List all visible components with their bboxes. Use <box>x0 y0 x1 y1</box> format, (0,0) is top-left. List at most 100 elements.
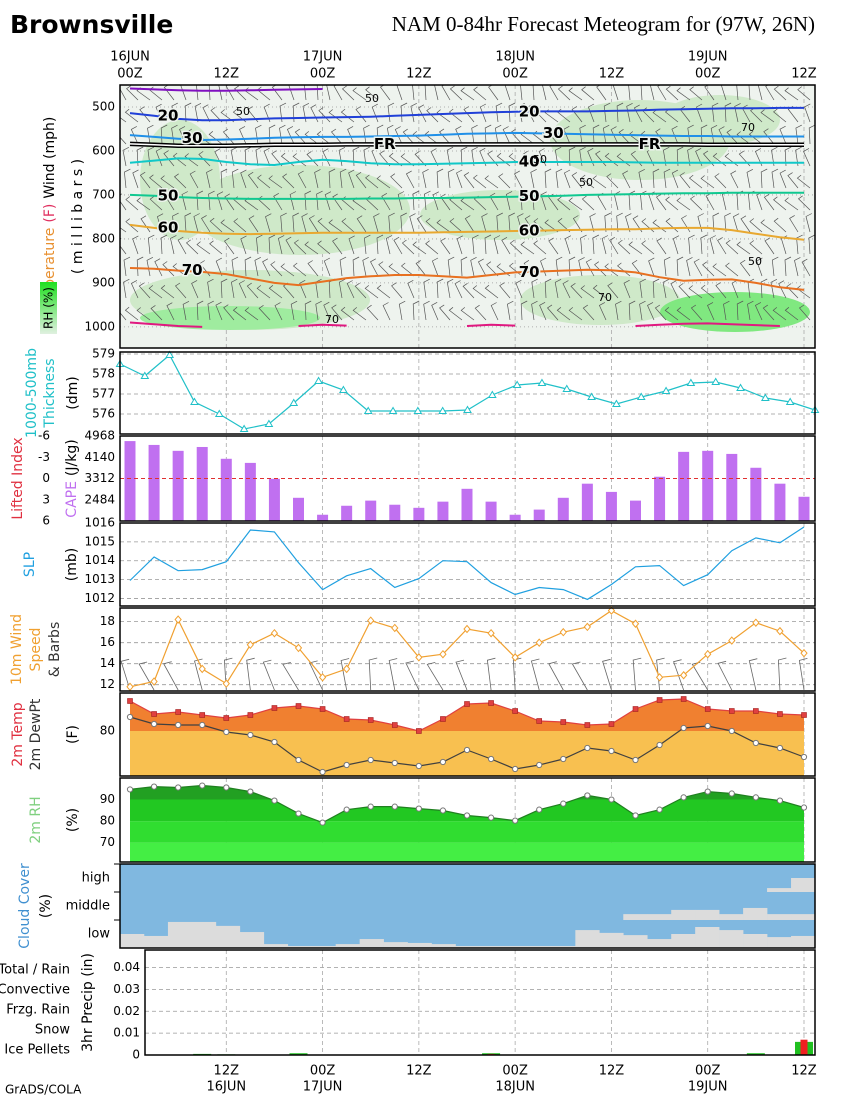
y-tick-label: 16 <box>100 635 115 649</box>
wind-barb <box>163 661 179 691</box>
y-tick-label: 12 <box>100 677 115 691</box>
wind-barb <box>405 660 420 691</box>
y-tick-label: 18 <box>100 614 115 628</box>
bar <box>485 501 497 521</box>
wind-barb <box>602 658 612 691</box>
marker <box>391 759 398 767</box>
cloud-cell <box>167 921 193 948</box>
marker <box>270 628 279 638</box>
marker <box>512 817 519 824</box>
marker <box>295 703 302 709</box>
y-tick-label: 700 <box>92 187 115 201</box>
marker <box>512 708 518 714</box>
axis-title-part: (F) <box>65 725 81 744</box>
y-tick-label: 800 <box>92 231 115 245</box>
bar <box>798 496 810 521</box>
bar <box>800 1039 808 1055</box>
marker <box>294 643 303 653</box>
cloud-cell <box>623 935 648 948</box>
layer-label: middle <box>66 899 110 914</box>
marker <box>800 804 808 811</box>
bottom-date-label: 18JUN <box>495 1080 535 1095</box>
bar <box>148 444 160 521</box>
top-date-label: 17JUN <box>303 50 343 65</box>
bar <box>581 483 593 521</box>
axis-title: (mb) <box>64 548 80 581</box>
cloud-cell <box>359 939 384 948</box>
y-tick-label: 1015 <box>84 534 115 548</box>
marker <box>271 705 278 711</box>
wind-barb <box>632 657 642 691</box>
axis-title: Thickness <box>42 358 58 428</box>
top-date-label: 18JUN <box>495 50 535 65</box>
axis-title-part: (F) <box>42 204 58 223</box>
marker <box>760 393 770 401</box>
wind-barb <box>717 660 733 691</box>
axis-title-part: 2m Temp <box>10 702 26 766</box>
contour-label: 70 <box>519 263 540 281</box>
wind-barb <box>426 662 444 691</box>
axis-title-part: CAPE <box>64 481 80 518</box>
cloud-cell <box>791 935 815 948</box>
top-time-label: 00Z <box>695 67 721 82</box>
marker <box>636 392 646 400</box>
y-tick-label: 4140 <box>84 450 115 464</box>
wind-barbs <box>120 85 815 321</box>
y-tick-label: 0 <box>132 1048 140 1062</box>
marker <box>776 626 784 636</box>
axis-title: 1000-500mb <box>24 348 40 438</box>
y-tick-label: 4968 <box>84 429 115 443</box>
marker <box>584 792 591 799</box>
marker <box>175 784 182 791</box>
y-tick-label: 0.03 <box>113 982 140 996</box>
contour-label: 70 <box>182 261 203 279</box>
marker <box>704 706 711 712</box>
marker <box>343 716 350 722</box>
wind-barb <box>340 658 350 691</box>
bar <box>196 446 208 521</box>
rh-contour-label: 50 <box>236 105 250 118</box>
cloud-cell <box>695 909 720 920</box>
y-tick-label: 500 <box>92 99 115 113</box>
bar <box>605 491 617 521</box>
y-tick-label: 900 <box>92 275 115 289</box>
rh-contour-label: 50 <box>748 255 762 268</box>
cloud-cell <box>527 946 552 948</box>
bar <box>437 501 449 521</box>
y-tick-label: 579 <box>92 347 115 361</box>
marker <box>463 746 471 754</box>
wind-barb <box>548 661 564 691</box>
wind-barb <box>194 658 203 691</box>
cloud-cell <box>383 942 408 948</box>
marker <box>175 721 182 729</box>
marker <box>165 350 175 358</box>
marker <box>247 712 254 718</box>
marker <box>174 615 182 624</box>
marker <box>464 701 470 707</box>
marker <box>319 768 326 776</box>
top-time-label: 00Z <box>117 67 143 82</box>
bar <box>268 478 280 521</box>
cloud-cell <box>120 934 145 948</box>
cloud-cell <box>407 942 432 948</box>
wind-barb <box>138 661 155 691</box>
marker <box>271 738 278 746</box>
cloud-cell <box>431 944 456 948</box>
marker <box>463 624 471 634</box>
bar <box>654 476 666 521</box>
marker <box>150 677 158 686</box>
marker <box>199 721 206 729</box>
marker <box>686 378 696 386</box>
isotherm <box>129 157 804 167</box>
panel-frame <box>119 863 816 949</box>
bar <box>678 451 690 521</box>
rh-contour-label: 70 <box>598 291 612 304</box>
contour-label: 30 <box>543 124 564 142</box>
marker <box>199 782 206 789</box>
axis-title: 10m Wind <box>9 614 25 685</box>
panel-frame <box>119 777 816 863</box>
marker <box>199 712 206 718</box>
top-time-label: 12Z <box>791 67 817 82</box>
marker <box>439 807 447 814</box>
axis-title-part: Lifted Index <box>10 437 26 519</box>
